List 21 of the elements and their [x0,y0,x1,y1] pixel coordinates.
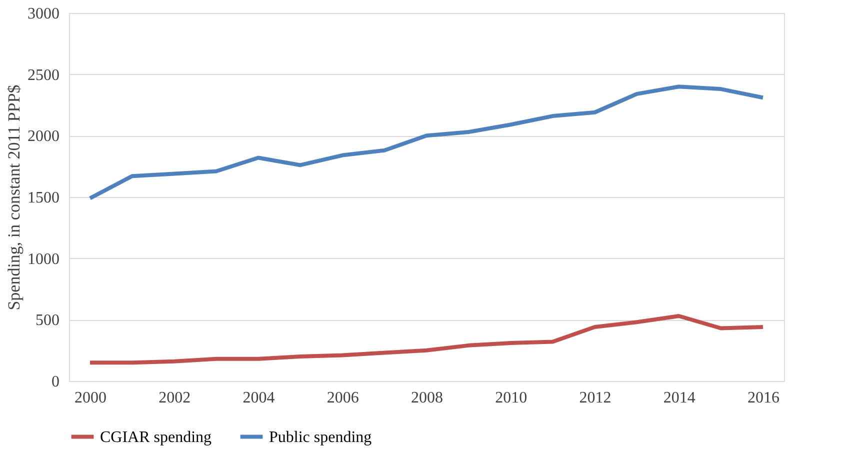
x-tick-label: 2012 [579,390,612,406]
legend-label: CGIAR spending [100,428,212,446]
y-tick-label: 0 [52,374,60,390]
line-series [88,314,765,365]
y-tick-label: 500 [36,312,60,330]
y-tick-label: 1500 [28,190,60,206]
line-series [88,84,765,200]
x-tick-label: 2016 [747,390,780,406]
y-tick-label: 3000 [28,6,60,22]
x-tick-label: 2008 [411,390,443,406]
x-tick-label: 2006 [326,390,359,406]
x-tick-label: 2000 [74,390,107,406]
legend-label: Public spending [269,428,372,446]
x-tick-label: 2014 [663,390,696,406]
y-tick-label: 1000 [28,250,60,268]
x-tick-label: 2010 [495,390,528,406]
y-tick-label: 2000 [28,128,60,146]
y-axis-title: Spending, in constant 2011 PPP$ [4,84,24,310]
y-tick-label: 2500 [28,66,60,84]
x-tick-label: 2002 [158,390,191,406]
x-tick-label: 2004 [242,390,275,406]
